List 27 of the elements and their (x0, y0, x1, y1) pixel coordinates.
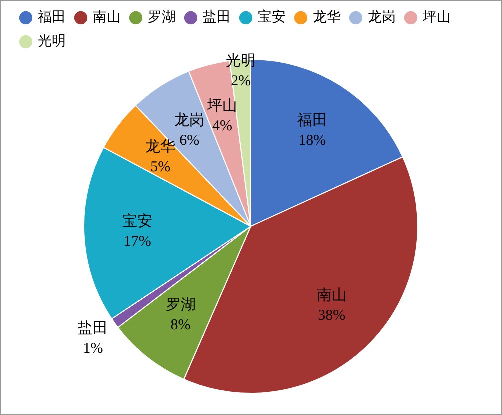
legend-label: 光明 (38, 34, 66, 50)
slice-label: 福田 (297, 112, 328, 129)
legend-label: 龙华 (313, 10, 341, 26)
data-label: 18% (298, 132, 326, 149)
data-label: 6% (180, 132, 200, 149)
slice-label: 龙华 (146, 138, 176, 156)
data-label: 8% (170, 318, 191, 334)
slice-label: 龙岗 (174, 112, 205, 129)
slice-label: 盐田 (78, 320, 108, 337)
legend-label: 盐田 (203, 10, 231, 26)
data-label: 1% (83, 340, 104, 357)
legend-label: 宝安 (258, 10, 286, 26)
slice-label: 光明 (226, 52, 256, 70)
slice-label: 坪山 (206, 98, 238, 115)
data-label: 2% (231, 73, 252, 90)
data-label: 17% (124, 234, 152, 250)
data-label: 4% (212, 118, 232, 135)
slice-label: 宝安 (122, 212, 153, 230)
data-label: 38% (318, 308, 346, 324)
legend-label: 福田 (38, 10, 66, 26)
legend-label: 罗湖 (148, 10, 176, 26)
legend-label: 龙岗 (368, 10, 396, 26)
slice-label: 罗湖 (166, 296, 196, 314)
data-label: 5% (150, 160, 171, 176)
legend-label: 坪山 (422, 10, 451, 26)
slice-label: 南山 (316, 287, 347, 304)
legend-label: 南山 (93, 10, 121, 26)
